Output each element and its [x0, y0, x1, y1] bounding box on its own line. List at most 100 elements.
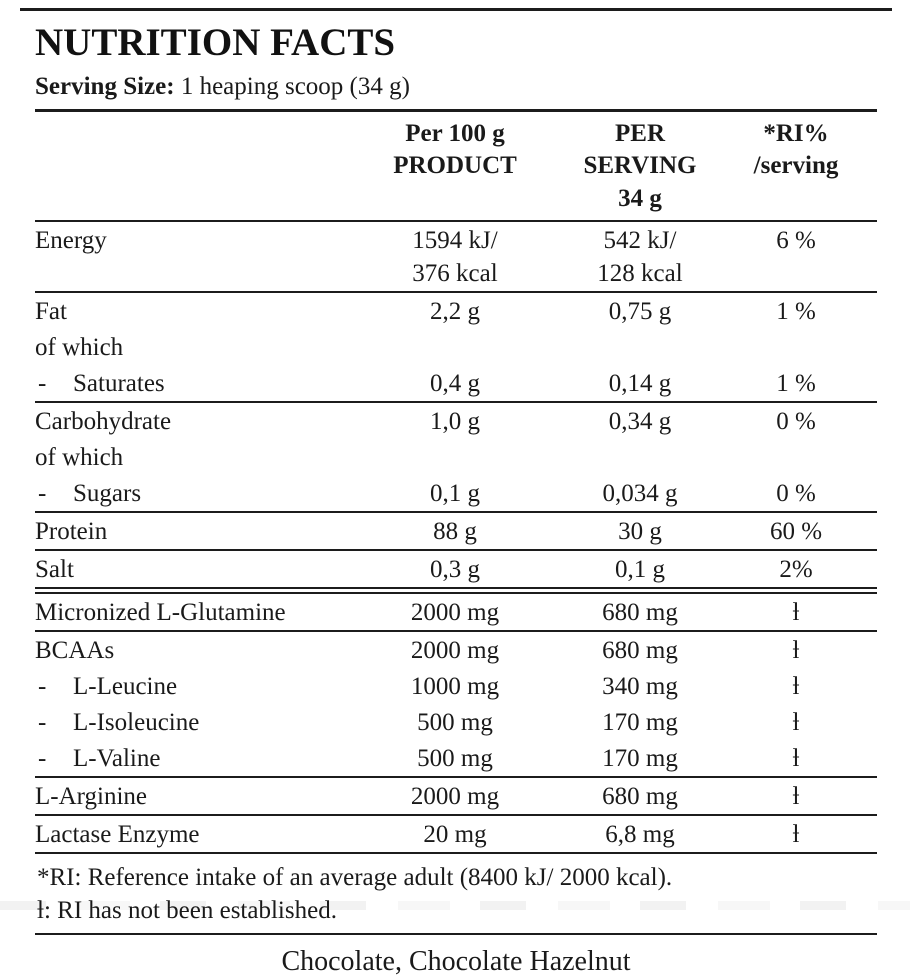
- nutrient-name-cell: - L-Leucine: [35, 670, 345, 703]
- nutrient-name: BCAAs: [35, 637, 115, 665]
- ri-percent-value: 60 %: [769, 518, 823, 546]
- header-per-100g-column: Per 100 g PRODUCT: [345, 118, 565, 216]
- table-body: Energy 1594 kJ/376 kcal 542 kJ/128 kcal 6 %…: [35, 222, 877, 855]
- per-serving-value: [565, 441, 715, 474]
- per-serving-value-line: 0,14 g: [608, 370, 672, 398]
- per-serving-value-line: 0,1 g: [615, 556, 665, 584]
- per-serving-value: 0,14 g: [565, 367, 715, 400]
- nutrient-name-cell: Fat: [35, 295, 345, 328]
- nutrient-name-cell: Micronized L-Glutamine: [35, 596, 345, 629]
- per-serving-value-line: 0,34 g: [608, 408, 672, 436]
- serving-size-value: 1 heaping scoop (34 g): [174, 72, 410, 100]
- per-100g-value: 0,3 g: [345, 553, 565, 586]
- flavor-list: Chocolate, Chocolate Hazelnut: [281, 946, 631, 978]
- per-serving-value-line: 0,75 g: [608, 298, 672, 326]
- per-100g-value: 1000 mg: [345, 670, 565, 703]
- table-row: BCAAs 2000 mg 680 mg ƚ: [35, 632, 877, 668]
- per-100g-value-line: 2,2 g: [430, 298, 480, 326]
- nutrient-name-cell: Lactase Enzyme: [35, 818, 345, 851]
- per-100g-value: [345, 331, 565, 364]
- ri-percent-value: 0 %: [776, 408, 816, 436]
- nutrient-name-cell: - Saturates: [35, 367, 345, 400]
- per-100g-value-line: 2000 mg: [410, 783, 500, 811]
- nutrient-name-cell: L-Arginine: [35, 780, 345, 813]
- per-100g-value-line: 1,0 g: [430, 408, 480, 436]
- per-serving-value: 0,034 g: [565, 477, 715, 510]
- header-per-100g-line2: PRODUCT: [393, 152, 517, 180]
- per-100g-value: 1594 kJ/376 kcal: [345, 224, 565, 290]
- nutrient-name: L-Isoleucine: [73, 709, 200, 737]
- nutrient-name-cell: Carbohydrate: [35, 405, 345, 438]
- ri-percent-value: ƚ: [792, 673, 800, 701]
- per-100g-value-line: 1594 kJ/: [412, 227, 498, 255]
- nutrient-name-cell: - L-Isoleucine: [35, 706, 345, 739]
- per-100g-value: 1,0 g: [345, 405, 565, 438]
- sub-item-dash: -: [38, 745, 47, 773]
- row-divider: [35, 291, 877, 294]
- ri-percent-value: ƚ: [792, 709, 800, 737]
- nutrient-name-cell: of which: [35, 441, 345, 474]
- per-serving-value-line: 170 mg: [602, 745, 678, 773]
- sub-item-dash: -: [38, 480, 47, 508]
- header-ri-column: *RI% /serving: [715, 118, 877, 216]
- table-row: - L-Isoleucine 500 mg 170 mg ƚ: [35, 704, 877, 740]
- nutrient-name-cell: - Sugars: [35, 477, 345, 510]
- nutrient-name-cell: BCAAs: [35, 634, 345, 667]
- page-title: NUTRITION FACTS: [35, 21, 396, 64]
- row-divider: [35, 814, 877, 817]
- per-100g-value-line: 2000 mg: [410, 599, 500, 627]
- header-per-serving-line2: SERVING: [583, 152, 697, 180]
- header-nutrient-column: [35, 118, 345, 216]
- nutrition-label: NUTRITION FACTS Serving Size: 1 heaping …: [0, 8, 910, 977]
- per-serving-value: 680 mg: [565, 780, 715, 813]
- serving-size-label: Serving Size:: [35, 72, 175, 100]
- ri-percent-value: 1 %: [776, 298, 816, 326]
- per-serving-value: 680 mg: [565, 634, 715, 667]
- per-100g-value-line: 20 mg: [423, 821, 487, 849]
- nutrient-name: of which: [35, 334, 124, 362]
- table-row: Salt 0,3 g 0,1 g 2%: [35, 551, 877, 587]
- row-divider: [35, 776, 877, 779]
- per-100g-value: 2000 mg: [345, 780, 565, 813]
- header-ri-line1: *RI%: [763, 119, 829, 147]
- per-100g-value: 2,2 g: [345, 295, 565, 328]
- table-header-row: Per 100 g PRODUCT PER SERVING 34 g *RI% …: [35, 112, 877, 223]
- section-double-divider: [35, 587, 877, 595]
- per-100g-value: 2000 mg: [345, 596, 565, 629]
- nutrient-name: L-Valine: [73, 745, 161, 773]
- ri-percent-value: ƚ: [792, 821, 800, 849]
- per-100g-value-line: 0,4 g: [430, 370, 480, 398]
- per-100g-value-line: 500 mg: [417, 745, 493, 773]
- table-row: of which: [35, 329, 877, 365]
- table-row: Energy 1594 kJ/376 kcal 542 kJ/128 kcal 6 %: [35, 222, 877, 291]
- nutrient-name: of which: [35, 444, 124, 472]
- per-serving-value: 340 mg: [565, 670, 715, 703]
- per-100g-value: 500 mg: [345, 706, 565, 739]
- nutrient-name: Carbohydrate: [35, 408, 172, 436]
- per-100g-value-line: 0,1 g: [430, 480, 480, 508]
- label-content: NUTRITION FACTS Serving Size: 1 heaping …: [35, 14, 877, 979]
- table-row: - Saturates 0,4 g 0,14 g 1 %: [35, 365, 877, 401]
- per-serving-value: 680 mg: [565, 596, 715, 629]
- row-divider: [35, 852, 877, 855]
- nutrient-name: L-Arginine: [35, 783, 148, 811]
- table-row: Micronized L-Glutamine 2000 mg 680 mg ƚ: [35, 594, 877, 630]
- sub-item-dash: -: [38, 673, 47, 701]
- per-serving-value: 6,8 mg: [565, 818, 715, 851]
- ri-percent-value: 6 %: [776, 227, 816, 255]
- per-serving-value: 0,75 g: [565, 295, 715, 328]
- nutrient-name: Micronized L-Glutamine: [35, 599, 286, 627]
- ri-percent-value: ƚ: [792, 745, 800, 773]
- nutrient-name: L-Leucine: [73, 673, 178, 701]
- per-100g-value: 0,1 g: [345, 477, 565, 510]
- nutrient-name: Lactase Enzyme: [35, 821, 200, 849]
- per-serving-value: 542 kJ/128 kcal: [565, 224, 715, 290]
- per-serving-value-line: 680 mg: [602, 637, 678, 665]
- row-divider: [35, 511, 877, 514]
- per-serving-value: [565, 331, 715, 364]
- header-ri-line2: /serving: [753, 152, 839, 180]
- per-serving-value-line: 680 mg: [602, 599, 678, 627]
- ri-percent-value: 2%: [779, 556, 813, 584]
- header-per-serving-column: PER SERVING 34 g: [565, 118, 715, 216]
- per-100g-value-line: 376 kcal: [412, 260, 498, 288]
